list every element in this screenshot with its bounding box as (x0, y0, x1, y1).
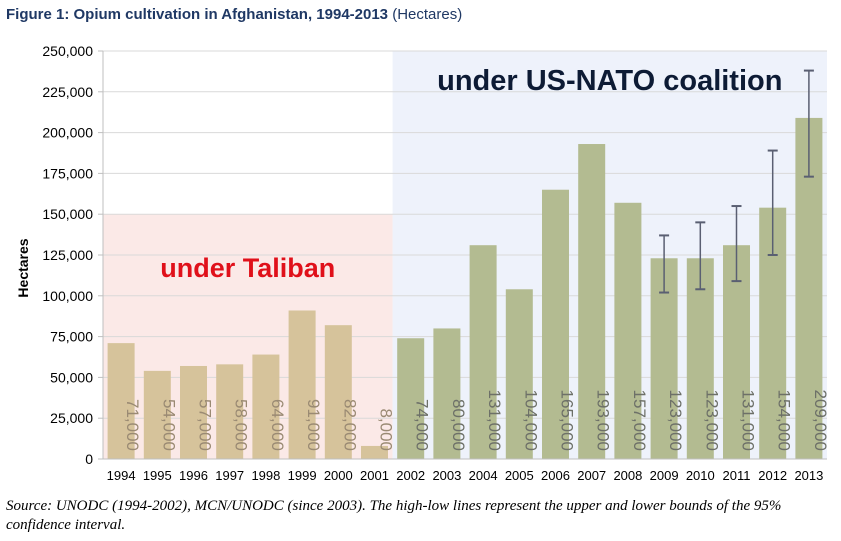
bar-1999 (288, 310, 316, 459)
bar-value-label: 193,000 (594, 390, 613, 451)
x-tick-label: 1999 (288, 468, 317, 483)
x-tick-label: 2001 (360, 468, 389, 483)
region-label-0: under Taliban (160, 253, 335, 283)
bar-2005 (505, 289, 533, 459)
x-tick-label: 2000 (324, 468, 353, 483)
y-tick-label: 0 (85, 451, 93, 467)
bar-2000 (324, 325, 352, 459)
bar-2003 (433, 328, 461, 459)
bar-2008 (614, 202, 642, 459)
bar-value-label: 54,000 (159, 399, 178, 451)
x-tick-label: 2008 (613, 468, 642, 483)
region-label-1: under US-NATO coalition (437, 65, 782, 97)
y-tick-label: 25,000 (50, 410, 93, 426)
bar-value-label: 80,000 (449, 399, 468, 451)
x-tick-label: 2004 (469, 468, 498, 483)
bar-1994 (107, 343, 135, 459)
bar-value-label: 91,000 (304, 399, 323, 451)
bar-value-label: 123,000 (702, 390, 721, 451)
bar-value-label: 157,000 (630, 390, 649, 451)
x-tick-label: 2003 (432, 468, 461, 483)
bar-value-label: 123,000 (666, 390, 685, 451)
bar-2010 (686, 258, 714, 459)
bar-value-label: 57,000 (196, 399, 215, 451)
bar-1997 (216, 364, 244, 459)
y-tick-label: 200,000 (42, 125, 93, 141)
bar-value-label: 58,000 (232, 399, 251, 451)
y-tick-label: 175,000 (42, 165, 93, 181)
x-tick-label: 2006 (541, 468, 570, 483)
x-tick-label: 2011 (723, 468, 751, 483)
bar-value-label: 209,000 (811, 390, 830, 451)
bar-value-label: 131,000 (739, 390, 758, 451)
x-tick-label: 2012 (758, 468, 787, 483)
x-tick-label: 2005 (505, 468, 534, 483)
x-tick-label: 1996 (179, 468, 208, 483)
x-tick-label: 2002 (396, 468, 425, 483)
x-tick-label: 1998 (251, 468, 280, 483)
error-bar-2013 (803, 69, 814, 178)
bar-value-label: 104,000 (521, 390, 540, 451)
bar-1996 (180, 365, 207, 459)
y-tick-label: 75,000 (50, 329, 93, 345)
x-tick-label: 2013 (794, 468, 823, 483)
y-tick-label: 125,000 (42, 247, 93, 263)
bar-2001 (361, 445, 388, 459)
error-bar-2009 (659, 234, 670, 294)
error-bar-2012 (767, 149, 778, 256)
chart-title-unit: (Hectares) (392, 6, 463, 23)
x-tick-label: 2010 (686, 468, 715, 483)
y-tick-label: 50,000 (50, 369, 93, 385)
bar-1998 (252, 354, 280, 459)
source-note: Source: UNODC (1994-2002), MCN/UNODC (si… (6, 498, 782, 533)
bar-value-label: 64,000 (268, 399, 287, 451)
bar-value-label: 8,000 (377, 408, 396, 451)
x-tick-label: 1995 (143, 468, 172, 483)
y-tick-label: 225,000 (42, 84, 93, 100)
bar-value-label: 82,000 (340, 399, 359, 451)
x-tick-label: 2007 (577, 468, 606, 483)
x-tick-label: 1997 (215, 468, 244, 483)
y-tick-label: 100,000 (42, 288, 93, 304)
chart-title-main: Figure 1: Opium cultivation in Afghanist… (6, 6, 389, 23)
bar-value-label: 154,000 (775, 390, 794, 451)
opium-cultivation-chart: 71,000 54,000 57,000 58,000 64,000 91,000 82,0… (15, 43, 830, 483)
bar-2007 (578, 144, 606, 460)
bar-value-label: 165,000 (558, 390, 577, 451)
error-bar-2010 (695, 221, 706, 291)
y-axis-label: Hectares (15, 238, 31, 297)
chart-title: Figure 1: Opium cultivation in Afghanist… (6, 6, 462, 23)
y-tick-label: 150,000 (42, 206, 93, 222)
x-tick-label: 2009 (650, 468, 679, 483)
bar-2002 (397, 338, 425, 459)
bar-2006 (542, 189, 569, 459)
bar-value-label: 74,000 (413, 399, 432, 451)
bar-value-label: 131,000 (485, 390, 504, 451)
bar-value-label: 71,000 (123, 399, 142, 451)
error-bar-2011 (731, 205, 742, 283)
bar-1995 (143, 370, 171, 459)
y-tick-label: 250,000 (42, 43, 93, 59)
x-tick-label: 1994 (107, 468, 136, 483)
bar-2004 (469, 245, 497, 459)
